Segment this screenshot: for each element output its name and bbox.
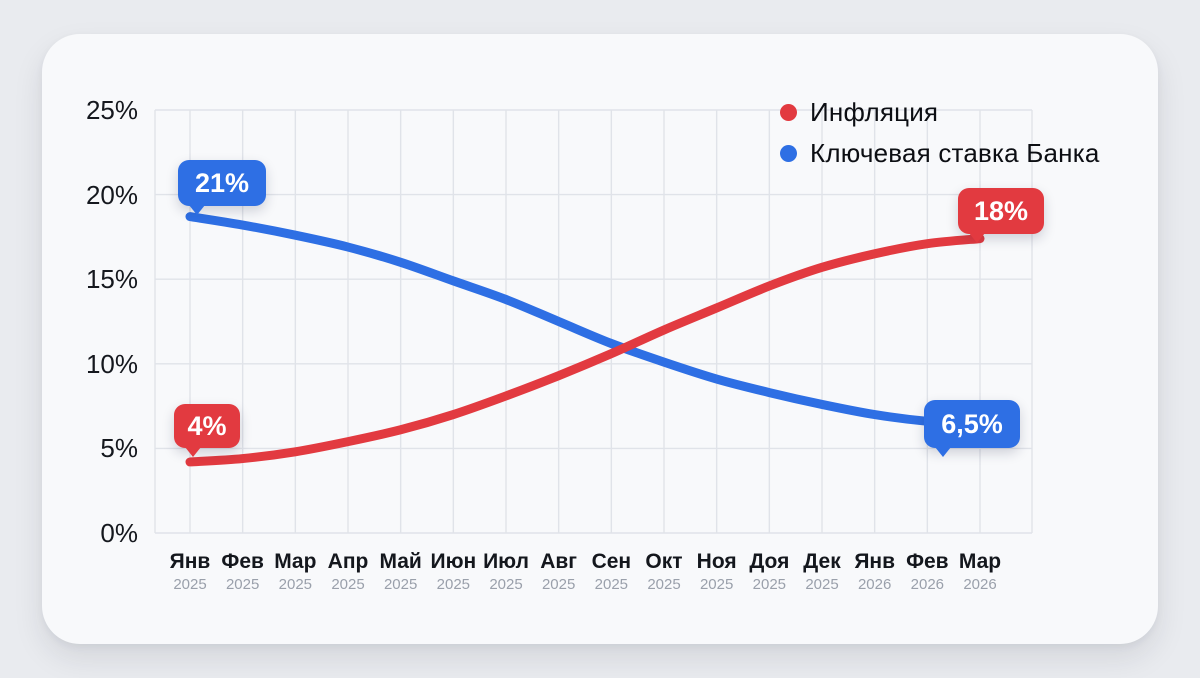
x-tick-month: Авг bbox=[540, 550, 578, 573]
badge-inflation-start: 4% bbox=[174, 404, 240, 457]
legend-item-key-rate: Ключевая ставка Банка bbox=[780, 137, 1100, 169]
x-tick-month: Янв bbox=[169, 550, 211, 573]
x-tick-year: 2025 bbox=[331, 576, 365, 593]
y-tick-label: 25% bbox=[85, 95, 138, 125]
inflation-dot-icon bbox=[780, 103, 797, 121]
x-tick-month: Апр bbox=[327, 550, 369, 573]
x-tick-year: 2025 bbox=[647, 576, 681, 593]
x-tick-year: 2026 bbox=[963, 576, 997, 593]
x-tick-label: Июл 2025 bbox=[470, 549, 542, 594]
x-tick-label: Доя 2025 bbox=[733, 549, 805, 594]
x-tick-year: 2025 bbox=[225, 576, 260, 593]
x-tick-label: Янв 2026 bbox=[839, 549, 911, 594]
y-tick-label: 20% bbox=[85, 179, 138, 210]
x-tick-label: Апр 2025 bbox=[312, 549, 384, 594]
x-tick-month: Ноя bbox=[696, 550, 737, 573]
x-tick-label: Ноя 2025 bbox=[681, 549, 753, 594]
x-tick-month: Мар bbox=[958, 550, 1002, 573]
x-tick-month: Сен bbox=[591, 550, 632, 573]
y-tick-label: 10% bbox=[85, 348, 138, 379]
legend-item-inflation: Инфляция bbox=[780, 96, 1100, 128]
badge-key-rate-end: 6,5% bbox=[924, 400, 1020, 457]
x-tick-year: 2026 bbox=[857, 576, 892, 593]
legend: Инфляция Ключевая ставка Банка bbox=[780, 96, 1100, 169]
x-tick-year: 2025 bbox=[752, 576, 787, 593]
x-tick-year: 2025 bbox=[805, 576, 839, 593]
x-tick-month: Дек bbox=[803, 550, 841, 573]
x-tick-label: Окт 2025 bbox=[628, 549, 700, 594]
x-tick-year: 2025 bbox=[699, 576, 734, 593]
legend-label-key-rate: Ключевая ставка Банка bbox=[810, 137, 1100, 168]
x-tick-year: 2026 bbox=[910, 576, 945, 593]
x-tick-label: Мар 2025 bbox=[259, 549, 331, 594]
x-tick-year: 2025 bbox=[436, 576, 471, 593]
x-tick-month: Янв bbox=[854, 550, 895, 573]
x-tick-label: Фев 2025 bbox=[207, 549, 279, 594]
x-tick-month: Доя bbox=[749, 550, 790, 573]
x-tick-label: Дек 2025 bbox=[786, 549, 858, 594]
x-tick-year: 2025 bbox=[383, 576, 418, 593]
x-tick-label: Фев 2026 bbox=[891, 549, 963, 594]
x-tick-year: 2025 bbox=[541, 576, 576, 593]
key-rate-dot-icon bbox=[780, 144, 797, 162]
x-tick-month: Окт bbox=[645, 550, 683, 573]
x-tick-year: 2025 bbox=[594, 576, 629, 593]
x-tick-label: Янв 2025 bbox=[154, 549, 226, 594]
y-tick-label: 15% bbox=[85, 264, 138, 295]
x-tick-month: Фев bbox=[906, 550, 949, 573]
x-tick-label: Июн 2025 bbox=[417, 549, 489, 594]
x-tick-label: Авг 2025 bbox=[523, 549, 595, 594]
y-tick-label: 5% bbox=[100, 433, 138, 464]
x-tick-month: Май bbox=[379, 550, 422, 573]
x-tick-label: Мар 2026 bbox=[944, 549, 1016, 594]
x-tick-year: 2025 bbox=[278, 576, 313, 593]
x-tick-year: 2025 bbox=[173, 576, 207, 593]
x-tick-month: Июл bbox=[483, 550, 529, 573]
x-tick-label: Май 2025 bbox=[365, 549, 437, 594]
badge-inflation-end: 18% bbox=[958, 188, 1044, 243]
x-tick-month: Июн bbox=[430, 550, 477, 573]
badge-key-rate-start: 21% bbox=[178, 160, 266, 215]
legend-label-inflation: Инфляция bbox=[810, 96, 939, 127]
x-tick-month: Фев bbox=[221, 550, 264, 573]
x-tick-label: Сен 2025 bbox=[575, 549, 647, 594]
y-tick-label: 0% bbox=[100, 518, 138, 548]
x-tick-month: Мар bbox=[274, 550, 317, 573]
x-tick-year: 2025 bbox=[489, 576, 523, 593]
